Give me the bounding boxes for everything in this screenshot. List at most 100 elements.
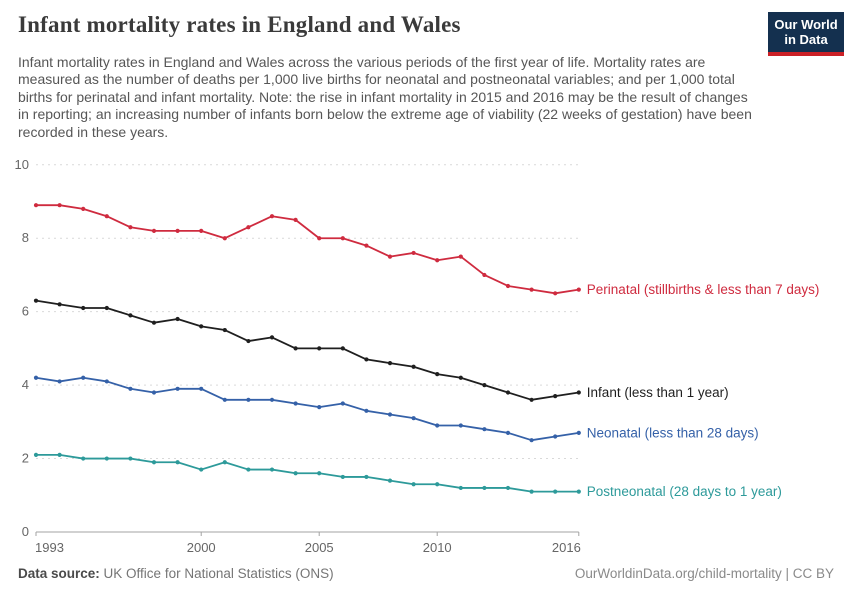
data-point-infant[interactable] <box>199 324 204 329</box>
series-line-postneonatal[interactable] <box>35 453 580 493</box>
series-infant[interactable]: Infant (less than 1 year) <box>33 298 729 402</box>
data-point-postneonatal[interactable] <box>505 485 511 491</box>
data-point-perinatal[interactable] <box>435 258 440 263</box>
data-point-perinatal[interactable] <box>387 254 393 259</box>
data-point-postneonatal[interactable] <box>411 482 416 487</box>
data-point-postneonatal[interactable] <box>387 478 393 483</box>
data-point-neonatal[interactable] <box>576 430 581 435</box>
data-point-infant[interactable] <box>411 364 416 369</box>
data-point-postneonatal[interactable] <box>435 482 440 487</box>
data-point-perinatal[interactable] <box>505 283 511 289</box>
data-point-postneonatal[interactable] <box>529 489 534 494</box>
data-point-perinatal[interactable] <box>175 228 180 233</box>
data-point-infant[interactable] <box>81 305 86 311</box>
data-point-neonatal[interactable] <box>151 390 157 395</box>
owid-logo[interactable]: Our World in Data <box>768 12 844 56</box>
data-point-perinatal[interactable] <box>340 236 345 241</box>
data-point-neonatal[interactable] <box>482 427 487 432</box>
data-point-infant[interactable] <box>33 298 39 303</box>
data-point-perinatal[interactable] <box>364 243 369 248</box>
data-point-neonatal[interactable] <box>553 434 558 439</box>
data-point-postneonatal[interactable] <box>576 489 581 494</box>
data-point-infant[interactable] <box>364 357 369 362</box>
data-point-neonatal[interactable] <box>293 401 298 406</box>
data-point-perinatal[interactable] <box>269 214 275 219</box>
data-point-postneonatal[interactable] <box>222 460 227 465</box>
data-point-neonatal[interactable] <box>364 408 369 413</box>
data-point-infant[interactable] <box>529 397 534 402</box>
data-point-postneonatal[interactable] <box>151 460 157 465</box>
data-point-perinatal[interactable] <box>293 217 298 222</box>
data-point-perinatal[interactable] <box>104 214 109 219</box>
data-point-perinatal[interactable] <box>411 250 416 256</box>
data-point-neonatal[interactable] <box>128 386 133 391</box>
data-point-postneonatal[interactable] <box>317 471 322 476</box>
series-line-perinatal[interactable] <box>35 204 580 295</box>
data-point-neonatal[interactable] <box>317 405 322 410</box>
data-point-infant[interactable] <box>317 346 322 351</box>
series-line-neonatal[interactable] <box>35 376 580 442</box>
data-point-postneonatal[interactable] <box>246 467 251 472</box>
data-point-postneonatal[interactable] <box>364 474 369 480</box>
data-point-perinatal[interactable] <box>482 272 487 278</box>
data-point-neonatal[interactable] <box>269 397 275 402</box>
data-point-postneonatal[interactable] <box>128 456 133 461</box>
data-point-perinatal[interactable] <box>57 203 62 208</box>
data-point-perinatal[interactable] <box>246 225 251 230</box>
data-point-postneonatal[interactable] <box>293 471 298 476</box>
data-point-infant[interactable] <box>175 316 180 322</box>
data-point-neonatal[interactable] <box>199 386 204 391</box>
data-point-infant[interactable] <box>128 313 133 318</box>
data-point-perinatal[interactable] <box>151 228 157 233</box>
data-point-postneonatal[interactable] <box>269 467 275 472</box>
data-point-infant[interactable] <box>269 335 275 340</box>
data-point-neonatal[interactable] <box>81 375 86 380</box>
data-point-neonatal[interactable] <box>529 438 534 443</box>
data-point-perinatal[interactable] <box>576 287 581 292</box>
data-point-postneonatal[interactable] <box>81 456 86 461</box>
data-point-infant[interactable] <box>57 302 62 307</box>
data-point-infant[interactable] <box>340 346 345 351</box>
data-point-infant[interactable] <box>576 390 581 395</box>
data-point-postneonatal[interactable] <box>340 474 345 480</box>
data-point-infant[interactable] <box>505 390 511 395</box>
data-point-perinatal[interactable] <box>222 236 227 241</box>
credit-link[interactable]: OurWorldinData.org/child-mortality | CC … <box>574 566 834 581</box>
data-point-infant[interactable] <box>435 372 440 377</box>
data-point-postneonatal[interactable] <box>57 452 62 457</box>
data-point-postneonatal[interactable] <box>458 485 463 491</box>
data-point-neonatal[interactable] <box>411 416 416 421</box>
data-point-infant[interactable] <box>293 346 298 351</box>
data-point-neonatal[interactable] <box>246 397 251 402</box>
data-point-neonatal[interactable] <box>387 412 393 417</box>
data-point-neonatal[interactable] <box>104 379 109 384</box>
data-point-infant[interactable] <box>104 305 109 311</box>
data-point-infant[interactable] <box>387 360 393 366</box>
data-point-infant[interactable] <box>222 327 227 333</box>
series-neonatal[interactable]: Neonatal (less than 28 days) <box>33 375 759 443</box>
data-point-postneonatal[interactable] <box>104 456 109 461</box>
data-point-perinatal[interactable] <box>317 236 322 241</box>
series-line-infant[interactable] <box>35 299 580 401</box>
data-point-infant[interactable] <box>482 383 487 388</box>
data-point-infant[interactable] <box>553 394 558 399</box>
data-point-infant[interactable] <box>151 320 157 325</box>
data-point-neonatal[interactable] <box>435 423 440 428</box>
data-point-perinatal[interactable] <box>553 291 558 296</box>
data-point-neonatal[interactable] <box>505 430 511 435</box>
data-point-postneonatal[interactable] <box>482 485 487 491</box>
data-point-perinatal[interactable] <box>81 206 86 211</box>
data-point-neonatal[interactable] <box>33 375 39 380</box>
data-point-postneonatal[interactable] <box>553 489 558 494</box>
data-point-infant[interactable] <box>246 338 251 344</box>
data-point-perinatal[interactable] <box>33 203 39 208</box>
data-point-perinatal[interactable] <box>128 225 133 230</box>
data-point-perinatal[interactable] <box>199 228 204 233</box>
data-point-perinatal[interactable] <box>458 254 463 259</box>
data-point-neonatal[interactable] <box>458 423 463 428</box>
series-perinatal[interactable]: Perinatal (stillbirths & less than 7 day… <box>33 203 820 297</box>
data-point-neonatal[interactable] <box>340 401 345 406</box>
data-point-neonatal[interactable] <box>57 379 62 384</box>
data-point-neonatal[interactable] <box>222 397 227 402</box>
data-point-infant[interactable] <box>458 375 463 380</box>
